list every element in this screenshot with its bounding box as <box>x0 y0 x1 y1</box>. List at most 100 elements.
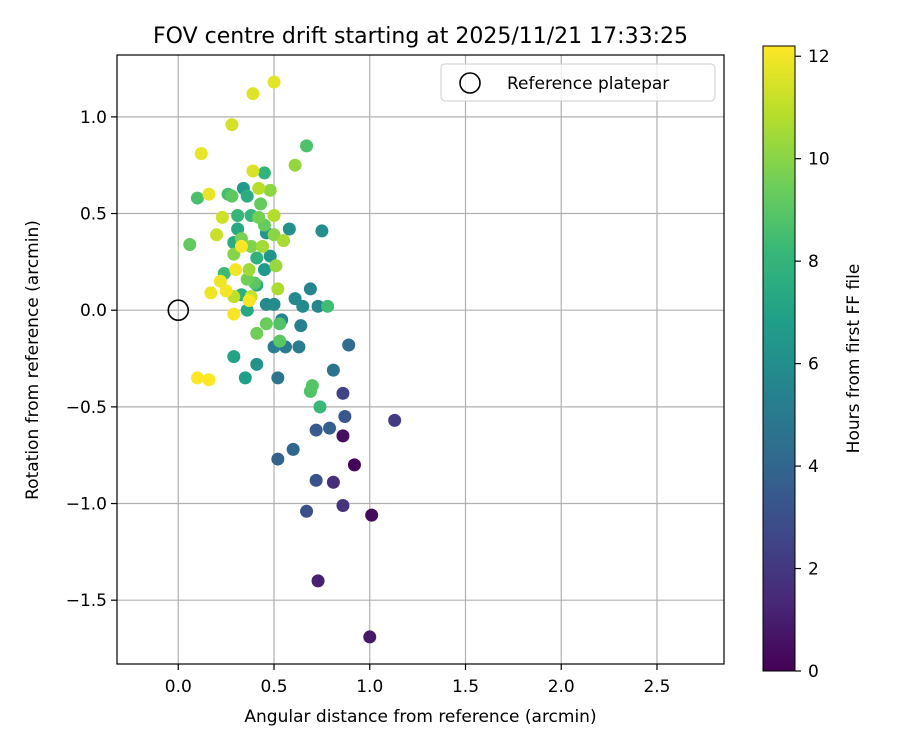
data-point <box>242 294 256 308</box>
data-point <box>225 118 239 132</box>
data-point <box>282 222 296 236</box>
colorbar-tick-label: 8 <box>808 252 819 272</box>
colorbar: 0 2 4 6 8 10 12 Hours from first FF file <box>762 45 864 682</box>
data-point <box>259 317 273 331</box>
data-point <box>363 630 377 644</box>
data-point <box>326 475 340 489</box>
data-point <box>347 458 361 472</box>
data-point <box>183 237 197 251</box>
data-point <box>215 210 229 224</box>
data-point <box>273 334 287 348</box>
colorbar-tick-label: 0 <box>808 662 819 682</box>
chart-title: FOV centre drift starting at 2025/11/21 … <box>153 24 688 49</box>
y-tick-label: −1.0 <box>66 495 107 515</box>
y-axis-label: Rotation from reference (arcmin) <box>23 220 43 500</box>
data-point <box>250 357 264 371</box>
data-point <box>277 234 291 248</box>
data-point <box>267 75 281 89</box>
y-axis-ticks: 1.0 0.5 0.0 −0.5 −1.0 −1.5 <box>66 108 117 611</box>
data-point <box>273 317 287 331</box>
data-point <box>311 574 325 588</box>
data-point <box>336 429 350 443</box>
data-point <box>267 297 281 311</box>
colorbar-tick-label: 4 <box>808 457 819 477</box>
colorbar-ticks: 0 2 4 6 8 10 12 <box>795 47 830 682</box>
x-tick-label: 0.5 <box>260 677 287 697</box>
data-point <box>313 400 327 414</box>
data-point <box>326 363 340 377</box>
data-point <box>213 274 227 288</box>
colorbar-tick-label: 10 <box>808 150 830 170</box>
y-tick-label: 0.5 <box>80 205 107 225</box>
data-point <box>311 299 325 313</box>
data-point <box>269 259 283 273</box>
data-point <box>250 251 264 265</box>
data-point <box>336 386 350 400</box>
colorbar-gradient <box>762 45 796 672</box>
data-point <box>246 87 260 101</box>
data-point <box>234 239 248 253</box>
data-point <box>254 197 268 211</box>
data-point <box>227 307 241 321</box>
data-point <box>242 263 256 277</box>
data-point <box>303 282 317 296</box>
data-point <box>240 272 254 286</box>
data-point <box>190 371 204 385</box>
data-point <box>244 239 258 253</box>
colorbar-tick-label: 6 <box>808 355 819 375</box>
data-point <box>300 504 314 518</box>
data-point <box>231 208 245 222</box>
data-point <box>240 303 254 317</box>
legend-label: Reference platepar <box>507 74 669 94</box>
data-point <box>286 442 300 456</box>
x-tick-label: 1.0 <box>356 677 383 697</box>
data-point <box>257 263 271 277</box>
data-point <box>202 373 216 387</box>
data-point <box>240 189 254 203</box>
x-tick-label: 2.5 <box>643 677 670 697</box>
grid-lines <box>117 55 724 664</box>
data-point <box>388 413 402 427</box>
data-point <box>294 319 308 333</box>
data-point <box>263 183 277 197</box>
data-point <box>194 147 208 161</box>
data-point <box>288 158 302 172</box>
data-point <box>267 208 281 222</box>
data-point <box>225 189 239 203</box>
y-tick-label: 0.0 <box>80 301 107 321</box>
data-point <box>321 299 335 313</box>
data-point <box>338 410 352 424</box>
data-point <box>256 239 270 253</box>
data-point <box>267 228 281 242</box>
legend: Reference platepar <box>440 63 716 102</box>
data-point <box>238 371 252 385</box>
data-point <box>300 139 314 153</box>
data-point <box>271 371 285 385</box>
data-point <box>271 452 285 466</box>
x-axis-ticks: 0.0 0.5 1.0 1.5 2.0 2.5 <box>165 664 671 697</box>
reference-platepar-marker <box>167 299 190 322</box>
data-point <box>271 282 285 296</box>
data-points <box>183 75 402 644</box>
data-point <box>305 379 319 393</box>
y-tick-label: −0.5 <box>66 398 107 418</box>
legend-marker <box>459 72 481 94</box>
data-point <box>263 249 277 263</box>
data-point <box>210 228 224 242</box>
data-point <box>342 338 356 352</box>
data-point <box>190 191 204 205</box>
data-point <box>252 181 266 195</box>
x-tick-label: 1.5 <box>452 677 479 697</box>
y-tick-label: −1.5 <box>66 591 107 611</box>
data-point <box>252 210 266 224</box>
data-point <box>229 263 243 277</box>
x-tick-label: 2.0 <box>548 677 575 697</box>
data-point <box>309 423 323 437</box>
data-point <box>292 340 306 354</box>
data-point <box>204 286 218 300</box>
data-point <box>250 326 264 340</box>
y-tick-label: 1.0 <box>80 108 107 128</box>
data-point <box>246 164 260 178</box>
colorbar-tick-label: 2 <box>808 560 819 580</box>
